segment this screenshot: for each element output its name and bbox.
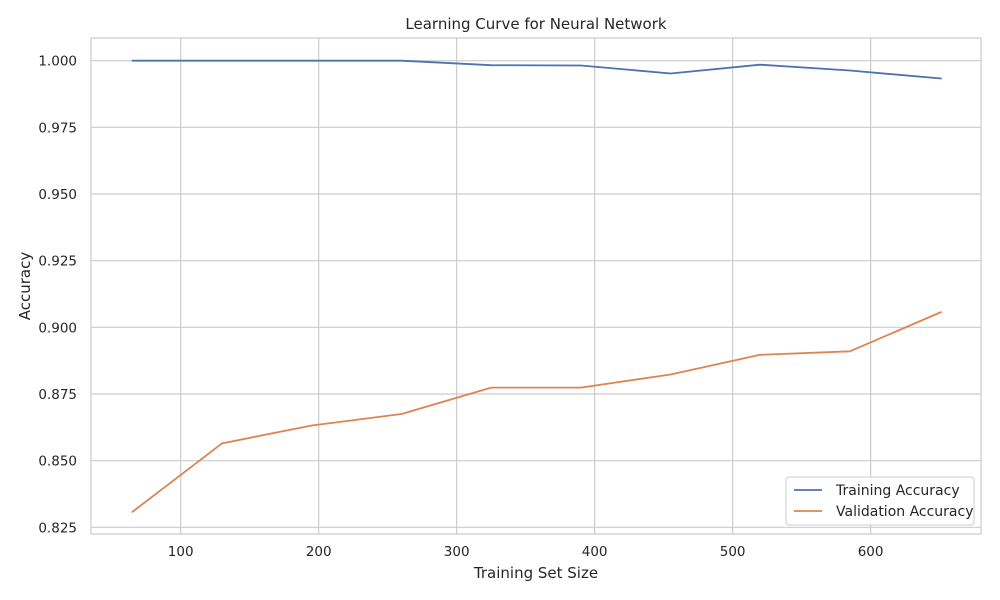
legend-label-validation: Validation Accuracy <box>836 504 974 520</box>
y-tick-label: 0.875 <box>38 387 77 403</box>
grid-lines <box>91 38 981 534</box>
x-axis-label: Training Set Size <box>473 564 598 582</box>
x-tick-label: 300 <box>444 544 470 560</box>
x-tick-label: 500 <box>720 544 746 560</box>
series-line-validation-accuracy <box>131 311 942 513</box>
chart-title: Learning Curve for Neural Network <box>405 15 666 33</box>
x-tick-label: 400 <box>582 544 608 560</box>
x-tick-label: 200 <box>306 544 332 560</box>
plot-area-frame <box>90 37 982 535</box>
y-tick-label: 0.825 <box>38 520 77 536</box>
y-tick-label: 0.925 <box>38 254 77 270</box>
legend-label-training: Training Accuracy <box>835 483 960 499</box>
tick-labels: 100 200 300 400 500 600 0.825 0.850 0.875 0.900 0.… <box>38 54 883 560</box>
legend-box <box>785 476 975 526</box>
x-tick-label: 600 <box>858 544 884 560</box>
y-tick-label: 0.900 <box>38 320 77 336</box>
legend: Training Accuracy Validation Accuracy <box>785 476 975 526</box>
x-tick-label: 100 <box>168 544 194 560</box>
y-tick-label: 1.000 <box>38 54 77 70</box>
y-axis-label: Accuracy <box>16 252 34 321</box>
series-lines <box>131 59 942 513</box>
y-tick-label: 0.975 <box>38 120 77 136</box>
series-line-training-accuracy <box>131 59 942 80</box>
y-tick-label: 0.850 <box>38 454 77 470</box>
y-tick-label: 0.950 <box>38 187 77 203</box>
